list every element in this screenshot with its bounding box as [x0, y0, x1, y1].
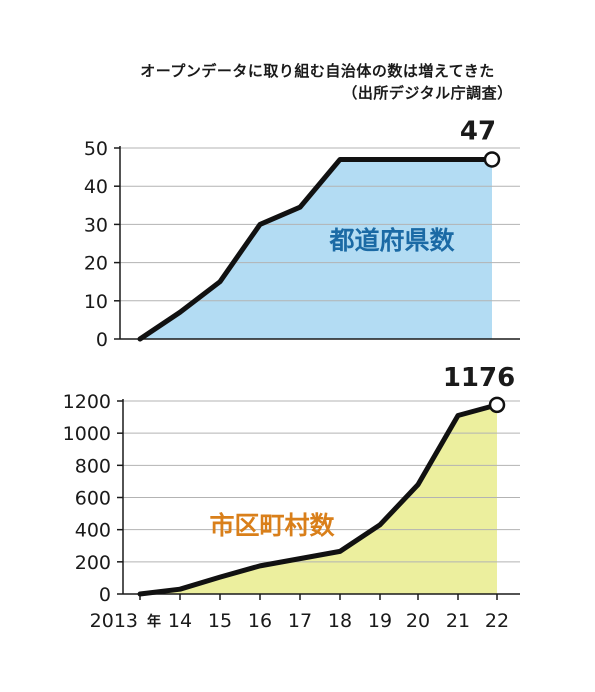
series-label: 都道府県数: [328, 226, 455, 255]
series-label: 市区町村数: [209, 511, 335, 540]
x-tick-label: 19: [368, 610, 392, 632]
chart-panel-2: 1200 1000 800 600 400 200 0 1176 市区町村数: [63, 363, 520, 606]
series-area: [140, 159, 492, 339]
x-tick-label: 18: [328, 610, 352, 632]
y-tick-label: 800: [75, 455, 111, 477]
y-tick-label: 40: [84, 176, 108, 198]
y-tick-label: 10: [84, 291, 108, 313]
y-tick-label: 1000: [63, 423, 111, 445]
x-tick-label: 17: [288, 610, 312, 632]
x-tick-label: 20: [406, 610, 430, 632]
y-tick-label: 0: [96, 329, 108, 351]
series-line: [137, 156, 495, 342]
series-line: [137, 402, 500, 597]
y-tick-label: 20: [84, 253, 108, 275]
x-tick-label: 21: [446, 610, 470, 632]
y-tick-label: 30: [84, 214, 108, 236]
end-point-marker: [483, 151, 501, 168]
y-tick-label: 50: [84, 138, 108, 160]
chart-panel-1: 50 40 30 20 10 0 47 都道府県数: [84, 116, 520, 351]
y-tick-label: 200: [75, 552, 111, 574]
y-tick-label: 400: [75, 520, 111, 542]
x-tick-label: 16: [248, 610, 272, 632]
x-year-suffix: 年: [147, 613, 161, 630]
y-tick-label: 1200: [63, 391, 111, 413]
end-value-label: 1176: [443, 363, 515, 393]
end-value-label: 47: [460, 116, 496, 146]
x-tick-label: 2013: [90, 610, 138, 632]
x-tick-label: 14: [168, 610, 192, 632]
chart-title: オープンデータに取り組む自治体の数は増えてきた: [140, 62, 495, 80]
end-point-marker: [488, 396, 506, 414]
y-tick-label: 0: [99, 584, 111, 606]
chart-source: （出所デジタル庁調査）: [342, 84, 513, 102]
x-tick-label: 15: [208, 610, 232, 632]
series-area: [140, 404, 497, 594]
x-tick-label: 22: [485, 610, 509, 632]
y-tick-label: 600: [75, 488, 111, 510]
